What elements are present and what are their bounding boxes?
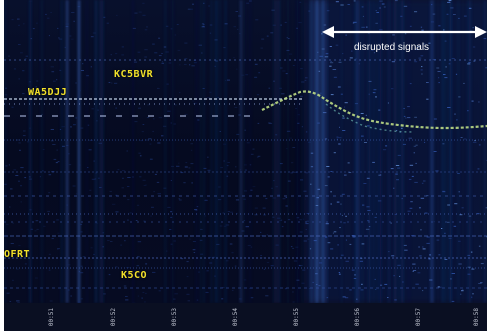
disrupted-signals-label: disrupted signals [354,42,430,53]
spectrogram-image [4,0,487,303]
time-tick-label: 00:53 [171,308,178,327]
disrupted-signal-trace [261,90,487,130]
time-tick-label: 00:51 [48,308,55,327]
time-tick-label: 00:55 [293,308,300,327]
callsign-label-kc5bvr: KC5BVR [114,69,154,80]
callsign-label-wa5djj: WA5DJJ [28,87,68,98]
time-tick-label: 00:56 [354,308,361,327]
disrupted-signals-arrow [322,26,487,38]
callsign-label-ofrt: OFRT [4,249,31,260]
time-tick-label: 00:54 [232,308,239,327]
spectrogram-panel: disrupted signals KC5BVR WA5DJJ OFRT K5C… [4,0,487,331]
time-axis [4,303,487,331]
time-tick-label: 00:57 [415,308,422,327]
time-tick-label: 00:52 [110,308,117,327]
time-tick-label: 00:58 [473,308,480,327]
callsign-label-k5co: K5CO [121,270,148,281]
